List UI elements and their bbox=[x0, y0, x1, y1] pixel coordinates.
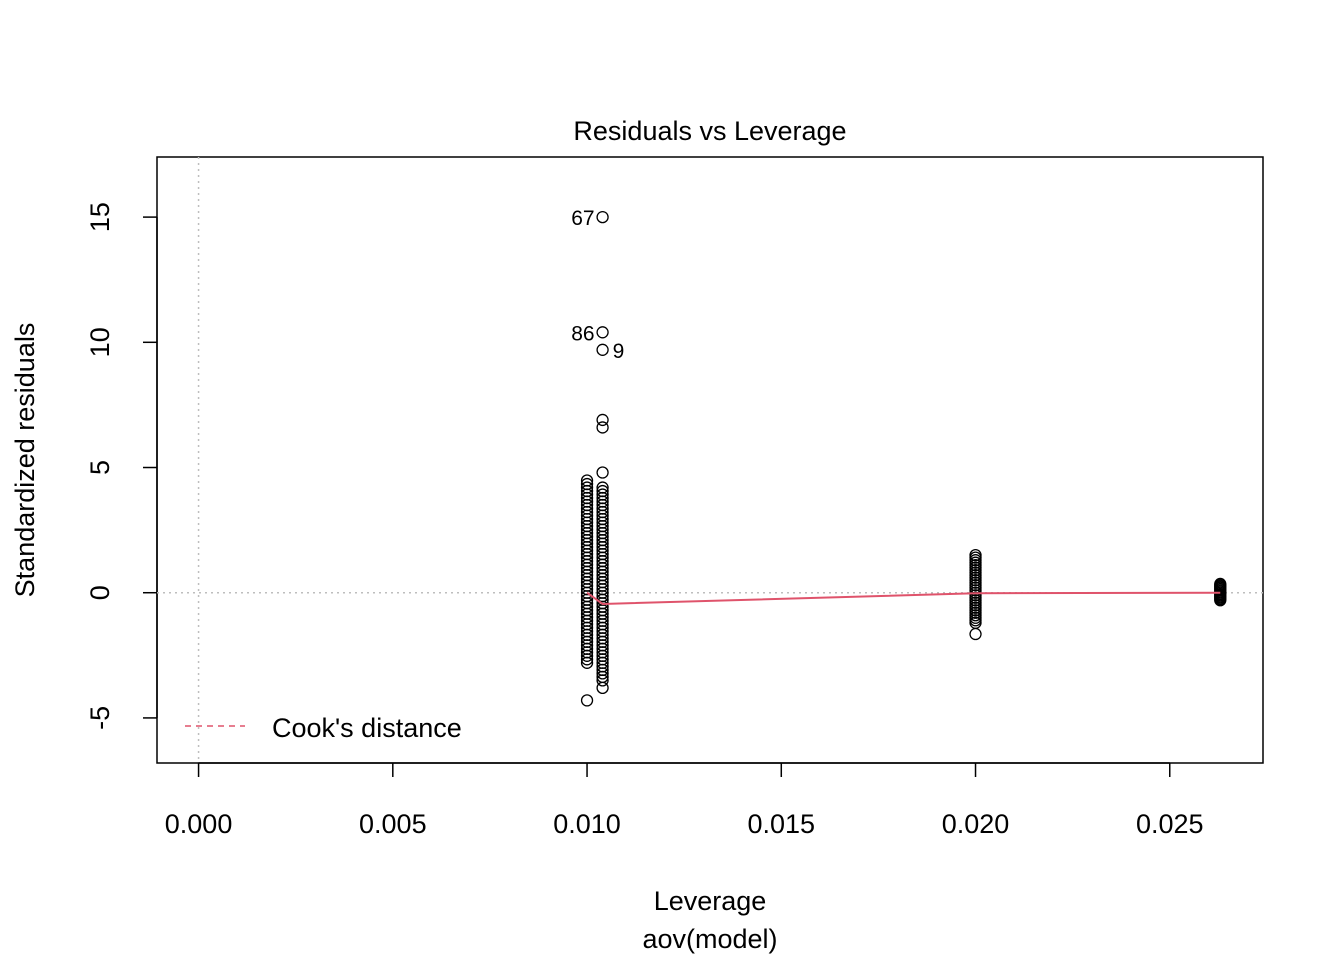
data-point bbox=[596, 484, 609, 498]
point-label: 67 bbox=[571, 207, 594, 230]
x-axis-label: Leverage bbox=[654, 886, 767, 916]
x-tick-label: 0.020 bbox=[942, 809, 1010, 839]
plot-box bbox=[156, 156, 1264, 764]
data-point bbox=[596, 481, 609, 494]
data-point bbox=[580, 694, 594, 707]
data-point bbox=[596, 466, 609, 479]
y-axis: -5 0 5 10 15 bbox=[85, 202, 158, 730]
data-point bbox=[596, 413, 609, 427]
data-point bbox=[596, 681, 609, 695]
y-tick-label: -5 bbox=[85, 706, 115, 730]
x-tick-label: 0.025 bbox=[1136, 809, 1204, 839]
legend-label-cooks-distance: Cook's distance bbox=[272, 713, 462, 743]
legend: Cook's distance bbox=[185, 713, 462, 743]
point-labels: 67 86 9 bbox=[571, 207, 624, 363]
chart-subtitle: aov(model) bbox=[642, 924, 777, 954]
x-tick-label: 0.000 bbox=[165, 809, 233, 839]
point-label: 9 bbox=[613, 340, 625, 363]
smooth-line-group bbox=[586, 591, 1221, 605]
data-point bbox=[580, 481, 594, 494]
point-label: 86 bbox=[571, 322, 594, 345]
data-points bbox=[580, 210, 1227, 707]
x-axis: 0.000 0.005 0.010 0.015 0.020 0.025 bbox=[165, 762, 1204, 839]
data-point bbox=[580, 477, 594, 491]
data-point bbox=[596, 343, 609, 356]
data-point bbox=[969, 627, 982, 641]
smooth-line bbox=[586, 591, 1221, 605]
data-point bbox=[596, 421, 609, 434]
x-tick-label: 0.010 bbox=[553, 809, 621, 839]
data-point bbox=[580, 474, 594, 487]
data-point bbox=[596, 210, 609, 224]
data-point bbox=[596, 488, 609, 501]
data-point bbox=[596, 326, 609, 339]
x-tick-label: 0.005 bbox=[359, 809, 427, 839]
y-tick-label: 0 bbox=[85, 585, 115, 600]
data-point bbox=[969, 549, 982, 562]
y-tick-label: 15 bbox=[85, 202, 115, 232]
x-tick-label: 0.015 bbox=[747, 809, 815, 839]
reference-lines bbox=[157, 157, 1263, 763]
y-tick-label: 5 bbox=[85, 460, 115, 475]
y-tick-label: 10 bbox=[85, 327, 115, 357]
chart-title: Residuals vs Leverage bbox=[573, 116, 846, 146]
data-point bbox=[1214, 577, 1227, 591]
y-axis-label: Standardized residuals bbox=[10, 323, 40, 598]
